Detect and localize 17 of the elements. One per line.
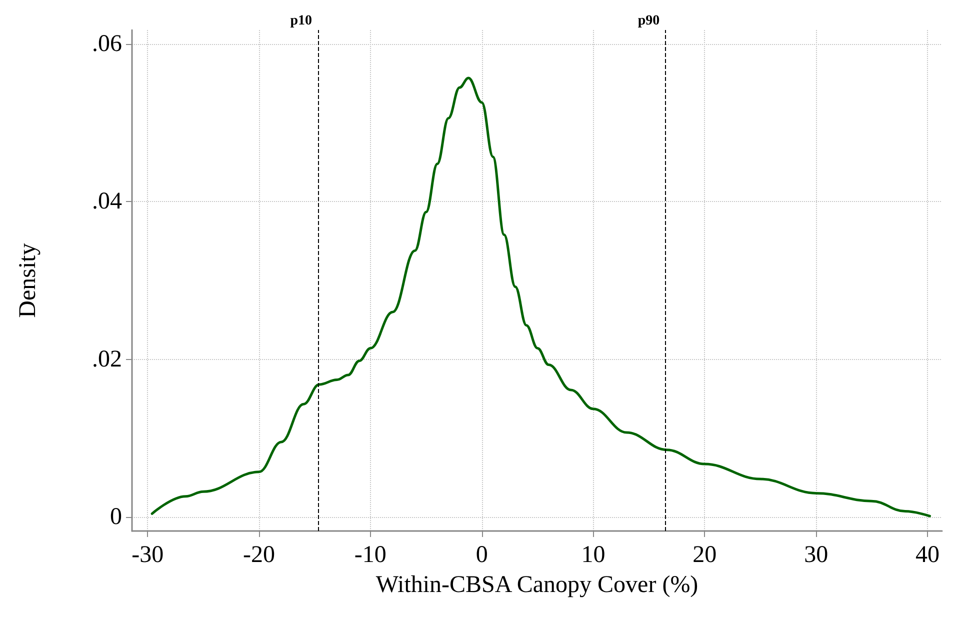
x-tick-label: 40 <box>916 542 940 568</box>
x-tick-label: 20 <box>692 542 717 568</box>
y-axis-title: Density <box>15 243 41 318</box>
x-tick-label: 10 <box>581 542 606 568</box>
y-tick-label: .06 <box>92 31 122 58</box>
x-tick-label: -10 <box>354 542 386 568</box>
x-tick-label: -20 <box>243 542 276 568</box>
x-tick-label: -30 <box>132 542 164 568</box>
x-axis-title: Within-CBSA Canopy Cover (%) <box>376 572 698 598</box>
ref-line-label: p90 <box>638 14 660 28</box>
x-tick-label: 0 <box>476 542 488 568</box>
y-tick-label: .04 <box>92 188 122 215</box>
ref-line-label: p10 <box>290 14 312 28</box>
x-tick-label: 30 <box>804 542 828 568</box>
line-series <box>150 76 931 518</box>
y-tick-label: 0 <box>110 504 122 530</box>
y-tick-label: .02 <box>92 346 122 372</box>
